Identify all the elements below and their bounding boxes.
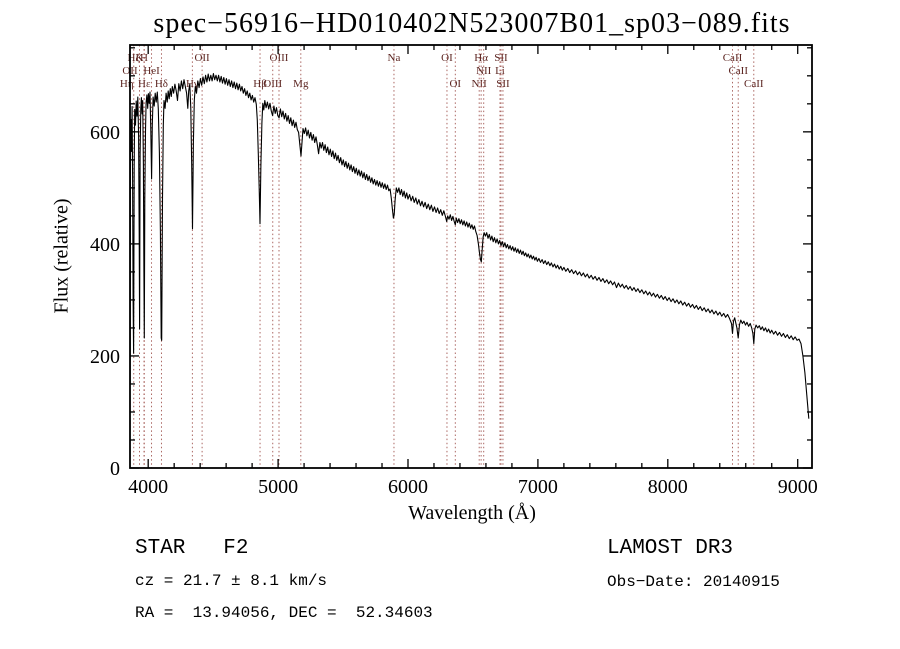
spectral-line-label: Hβ xyxy=(253,78,267,90)
y-tick-label: 200 xyxy=(90,346,120,368)
x-tick-label: 9000 xyxy=(778,476,818,498)
y-tick-label: 400 xyxy=(90,234,120,256)
survey-release-text: LAMOST DR3 xyxy=(607,537,734,560)
spectral-line-label: HeI xyxy=(143,65,160,77)
coordinates-text: RA = 13.94056, DEC = 52.34603 xyxy=(135,604,433,622)
spectral-line-label: OIII xyxy=(270,52,289,64)
spectral-line-label: Hα xyxy=(474,52,488,64)
y-tick-label: 600 xyxy=(90,122,120,144)
axes: 4000 5000 6000 7000 8000 9000 0 200 400 600 xyxy=(90,44,818,498)
spectral-line-label: OIII xyxy=(263,78,282,90)
spectral-line-label: Li xyxy=(495,65,505,77)
spectral-line-label: OI xyxy=(449,78,461,90)
x-tick-label: 6000 xyxy=(388,476,428,498)
spectral-line-label: Mg xyxy=(293,78,309,90)
x-tick-label: 4000 xyxy=(128,476,168,498)
spectral-line-label: OII xyxy=(194,52,210,64)
x-tick-label: 5000 xyxy=(258,476,298,498)
spectral-line-label: SII xyxy=(494,52,508,64)
radial-velocity-text: cz = 21.7 ± 8.1 km/s xyxy=(135,572,328,590)
x-tick-label: 8000 xyxy=(648,476,688,498)
y-tick-label: 0 xyxy=(110,458,120,480)
spectral-line-label: OI xyxy=(441,52,453,64)
spectrum-trace xyxy=(130,73,810,419)
spectral-line-label: Hδ xyxy=(155,78,168,90)
obs-date-text: Obs−Date: 20140915 xyxy=(607,573,780,591)
x-axis-label: Wavelength (Å) xyxy=(408,502,536,524)
spectral-line-markers: HηOIIHζKHHεHeIHδHγOIIHβOIIIOIIIMgNaOIOIN… xyxy=(120,45,764,468)
spectral-line-label: CaII xyxy=(744,78,764,90)
spectral-line-label: NII xyxy=(472,78,488,90)
x-tick-label: 7000 xyxy=(518,476,558,498)
spectral-line-label: CaII xyxy=(723,52,743,64)
y-axis-label: Flux (relative) xyxy=(50,198,73,314)
spectral-line-label: NII xyxy=(476,65,492,77)
spectral-line-label: K xyxy=(136,52,144,64)
spectral-line-label: CaII xyxy=(728,65,748,77)
spectral-line-label: Na xyxy=(388,52,401,64)
plot-title: spec−56916−HD010402N523007B01_sp03−089.f… xyxy=(153,8,791,39)
spectral-line-label: Hη xyxy=(120,78,134,90)
spectral-line-label: Hε xyxy=(138,78,151,90)
classification-text: STAR F2 xyxy=(135,537,249,560)
spectral-line-label: SII xyxy=(496,78,510,90)
